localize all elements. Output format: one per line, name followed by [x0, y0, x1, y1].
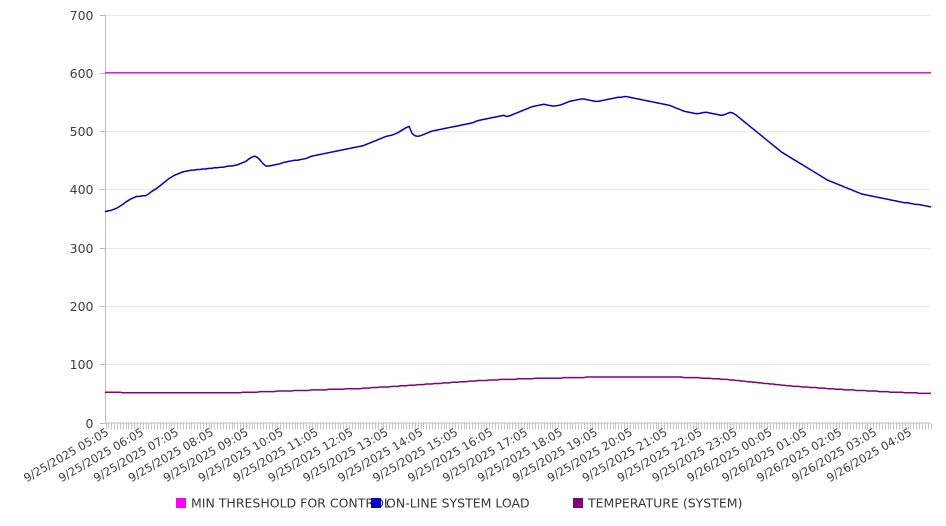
legend-swatch [371, 498, 381, 508]
legend-label: TEMPERATURE (SYSTEM) [587, 496, 742, 511]
y-tick-label: 300 [70, 241, 94, 256]
y-axis-group: 0 100 200 300 400 500 600 700 [70, 8, 106, 431]
y-tick-label: 100 [70, 357, 94, 372]
series-line-2 [104, 376, 932, 395]
legend-swatch [573, 498, 583, 508]
legend-swatch [176, 498, 186, 508]
y-tick-label: 600 [70, 66, 94, 81]
y-tick-label: 0 [86, 416, 94, 431]
legend-label: ON-LINE SYSTEM LOAD [386, 496, 530, 511]
series-line-1 [104, 95, 932, 213]
y-tick-label: 400 [70, 182, 94, 197]
x-axis-group [105, 422, 932, 430]
gridlines-group [105, 15, 931, 365]
x-tick-labels-group: 9/25/2025 05:059/25/2025 06:059/25/2025 … [21, 425, 914, 485]
legend-label: MIN THRESHOLD FOR CONTROL [191, 496, 391, 511]
y-tick-label: 700 [70, 8, 94, 23]
series-group [104, 72, 932, 395]
y-tick-label: 500 [70, 124, 94, 139]
y-tick-label: 200 [70, 299, 94, 314]
